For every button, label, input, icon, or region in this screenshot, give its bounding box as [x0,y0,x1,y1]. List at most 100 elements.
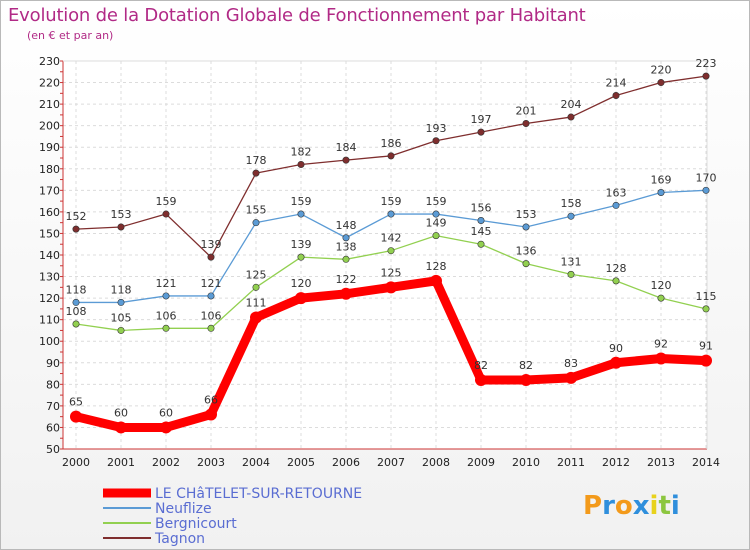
data-point [477,217,485,225]
y-tick-label: 220 [39,77,60,90]
data-point [385,281,397,294]
y-tick-label: 50 [46,443,60,456]
data-point [432,210,440,218]
data-point [207,324,215,332]
data-point [162,292,170,300]
data-label: 186 [381,137,402,150]
data-label: 115 [696,290,717,303]
data-label: 108 [66,305,87,318]
legend-label: Neuflize [155,501,212,517]
data-point [430,274,442,287]
data-label: 136 [516,245,537,258]
chart-subtitle: (en € et par an) [27,29,114,42]
data-point [252,283,260,291]
data-point [297,253,305,261]
x-tick-label: 2009 [467,456,495,469]
data-label: 122 [336,273,357,286]
data-label: 60 [114,406,128,419]
data-label: 163 [606,186,627,199]
data-point [655,352,667,365]
x-tick-label: 2011 [557,456,585,469]
data-label: 149 [426,217,447,230]
data-point [610,356,622,369]
data-point [432,137,440,145]
data-point [252,219,260,227]
data-point [340,287,352,300]
data-point [432,232,440,240]
data-label: 159 [291,195,312,208]
logo-letter: o [614,491,633,521]
data-point [342,255,350,263]
data-point [522,260,530,268]
data-point [70,410,82,423]
data-point [475,374,487,387]
data-label: 131 [561,255,582,268]
logo-letter: i [649,491,659,521]
data-point [612,201,620,209]
logo-letter: i [670,491,680,521]
data-point [567,113,575,121]
data-point [522,120,530,128]
legend-label: Tagnon [154,531,205,547]
data-label: 105 [111,311,132,324]
data-label: 111 [246,297,267,310]
data-label: 106 [201,309,222,322]
y-tick-label: 110 [39,314,60,327]
data-point [700,354,712,367]
y-tick-label: 60 [46,421,60,434]
x-tick-label: 2006 [332,456,360,469]
data-label: 139 [201,238,222,251]
data-point [207,253,215,261]
y-tick-label: 180 [39,163,60,176]
data-point [117,298,125,306]
logo-letter: t [658,491,671,521]
data-label: 82 [474,359,488,372]
data-point [612,91,620,99]
data-label: 152 [66,210,87,223]
data-point [565,371,577,384]
data-label: 120 [291,277,312,290]
logo-letter: r [602,491,615,521]
data-point [657,294,665,302]
x-tick-label: 2003 [197,456,225,469]
data-label: 121 [156,277,177,290]
data-label: 156 [471,202,492,215]
data-label: 118 [66,283,87,296]
data-point [387,247,395,255]
data-point [162,210,170,218]
y-tick-label: 150 [39,227,60,240]
data-label: 118 [111,283,132,296]
y-tick-label: 190 [39,141,60,154]
x-tick-label: 2000 [62,456,90,469]
data-point [342,234,350,242]
x-tick-label: 2012 [602,456,630,469]
data-point [387,210,395,218]
data-point [207,292,215,300]
x-tick-label: 2001 [107,456,135,469]
data-point [387,152,395,160]
data-point [162,324,170,332]
x-tick-label: 2004 [242,456,270,469]
data-point [72,225,80,233]
data-label: 169 [651,173,672,186]
data-label: 121 [201,277,222,290]
data-label: 65 [69,396,83,409]
legend-label: LE CHâTELET-SUR-RETOURNE [155,486,362,502]
data-label: 138 [336,240,357,253]
data-label: 125 [381,266,402,279]
data-point [702,305,710,313]
data-point [657,188,665,196]
data-label: 159 [156,195,177,208]
data-point [520,374,532,387]
y-tick-label: 230 [39,55,60,68]
data-label: 204 [561,98,582,111]
data-label: 125 [246,268,267,281]
data-point [115,421,127,434]
data-label: 223 [696,57,717,70]
data-label: 66 [204,394,218,407]
y-tick-label: 120 [39,292,60,305]
data-label: 106 [156,309,177,322]
data-label: 128 [606,262,627,275]
data-label: 153 [111,208,132,221]
